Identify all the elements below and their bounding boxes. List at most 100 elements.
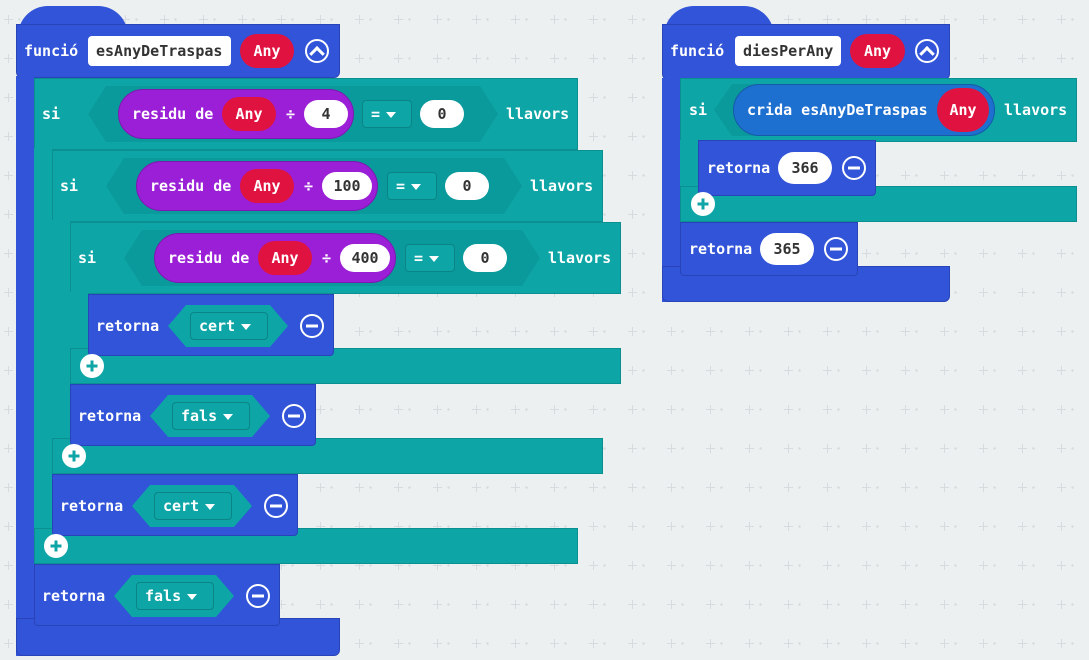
grid-mark: [1061, 483, 1062, 492]
grid-mark: [632, 210, 633, 219]
boolean-dropdown[interactable]: cert: [154, 492, 232, 520]
grid-mark: [1018, 643, 1027, 644]
compare-dropdown[interactable]: =: [362, 100, 412, 128]
grid-mark: [433, 409, 442, 410]
grid-mark: [1022, 600, 1023, 609]
grid-mark: [628, 58, 637, 59]
grid-mark: [866, 249, 867, 258]
grid-mark: [589, 526, 598, 527]
grid-mark: [320, 405, 321, 414]
grid-mark: [1057, 487, 1066, 488]
grid-mark: [4, 136, 13, 137]
compare-dropdown[interactable]: =: [405, 244, 455, 272]
grid-mark: [4, 292, 13, 293]
grid-mark: [511, 643, 520, 644]
divisor-field[interactable]: 4: [304, 100, 348, 128]
grid-mark: [550, 331, 559, 332]
function-param-any[interactable]: Any: [240, 34, 294, 68]
divisor-field[interactable]: 400: [340, 244, 390, 272]
grid-mark: [1061, 249, 1062, 258]
grid-mark: [632, 600, 633, 609]
grid-mark: [433, 487, 442, 488]
minus-icon[interactable]: [824, 237, 848, 261]
grid-mark: [472, 565, 481, 566]
grid-mark: [1022, 405, 1023, 414]
then-keyword: llavors: [1004, 101, 1068, 119]
compare-value-field[interactable]: 0: [420, 100, 464, 128]
grid-mark: [983, 288, 984, 297]
grid-mark: [628, 487, 637, 488]
grid-mark: [355, 19, 364, 20]
compare-dropdown[interactable]: =: [387, 172, 437, 200]
grid-mark: [511, 58, 520, 59]
grid-mark: [866, 561, 867, 570]
grid-mark: [550, 487, 559, 488]
remainder-label: residu de: [132, 105, 214, 123]
param-any[interactable]: Any: [222, 97, 276, 131]
add-else-plus-icon[interactable]: [80, 354, 104, 378]
grid-mark: [593, 132, 594, 141]
grid-mark: [671, 444, 672, 453]
grid-mark: [749, 600, 750, 609]
function-name-field[interactable]: diesPerAny: [735, 36, 841, 66]
grid-mark: [472, 643, 481, 644]
collapse-icon[interactable]: [305, 39, 329, 63]
minus-icon[interactable]: [282, 404, 306, 428]
grid-mark: [359, 405, 360, 414]
minus-icon[interactable]: [264, 494, 288, 518]
grid-mark: [242, 15, 243, 24]
grid-mark: [632, 366, 633, 375]
grid-mark: [476, 639, 477, 648]
param-any[interactable]: Any: [258, 241, 312, 275]
return-value-field[interactable]: 365: [760, 233, 814, 265]
minus-icon[interactable]: [246, 584, 270, 608]
grid-mark: [8, 522, 9, 531]
grid-mark: [710, 561, 711, 570]
grid-mark: [628, 253, 637, 254]
grid-mark: [515, 600, 516, 609]
param-any[interactable]: Any: [240, 169, 294, 203]
grid-mark: [905, 366, 906, 375]
grid-mark: [788, 366, 789, 375]
compare-value-field[interactable]: 0: [463, 244, 507, 272]
grid-mark: [398, 54, 399, 63]
grid-mark: [628, 19, 637, 20]
grid-mark: [1061, 600, 1062, 609]
grid-mark: [823, 409, 832, 410]
grid-mark: [901, 526, 910, 527]
collapse-icon[interactable]: [915, 39, 939, 63]
grid-mark: [1018, 292, 1027, 293]
grid-mark: [515, 54, 516, 63]
param-any[interactable]: Any: [937, 88, 989, 132]
grid-mark: [905, 483, 906, 492]
grid-mark: [667, 526, 676, 527]
add-else-plus-icon[interactable]: [691, 192, 715, 216]
grid-mark: [437, 639, 438, 648]
return-value-field[interactable]: 366: [778, 152, 832, 184]
compare-value-field[interactable]: 0: [445, 172, 489, 200]
grid-mark: [316, 19, 325, 20]
add-else-plus-icon[interactable]: [62, 444, 86, 468]
grid-mark: [277, 19, 286, 20]
grid-mark: [316, 526, 325, 527]
function-name-field[interactable]: esAnyDeTraspas: [88, 36, 231, 66]
boolean-dropdown[interactable]: fals: [136, 582, 214, 610]
function-param-any[interactable]: Any: [850, 34, 905, 68]
minus-icon[interactable]: [842, 156, 866, 180]
add-else-plus-icon[interactable]: [44, 534, 68, 558]
grid-mark: [8, 249, 9, 258]
grid-mark: [979, 331, 988, 332]
grid-mark: [901, 19, 910, 20]
grid-mark: [550, 604, 559, 605]
grid-mark: [398, 483, 399, 492]
boolean-dropdown[interactable]: cert: [190, 312, 268, 340]
boolean-dropdown[interactable]: fals: [172, 402, 250, 430]
minus-icon[interactable]: [300, 314, 324, 338]
grid-mark: [983, 483, 984, 492]
grid-mark: [1061, 444, 1062, 453]
divisor-field[interactable]: 100: [322, 172, 372, 200]
grid-mark: [4, 214, 13, 215]
grid-mark: [901, 370, 910, 371]
grid-mark: [554, 483, 555, 492]
grid-mark: [788, 444, 789, 453]
